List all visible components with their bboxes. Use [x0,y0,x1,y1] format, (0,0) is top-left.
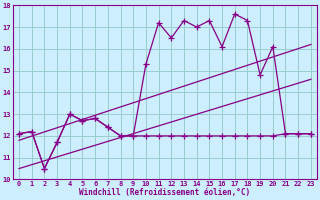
X-axis label: Windchill (Refroidissement éolien,°C): Windchill (Refroidissement éolien,°C) [79,188,251,197]
